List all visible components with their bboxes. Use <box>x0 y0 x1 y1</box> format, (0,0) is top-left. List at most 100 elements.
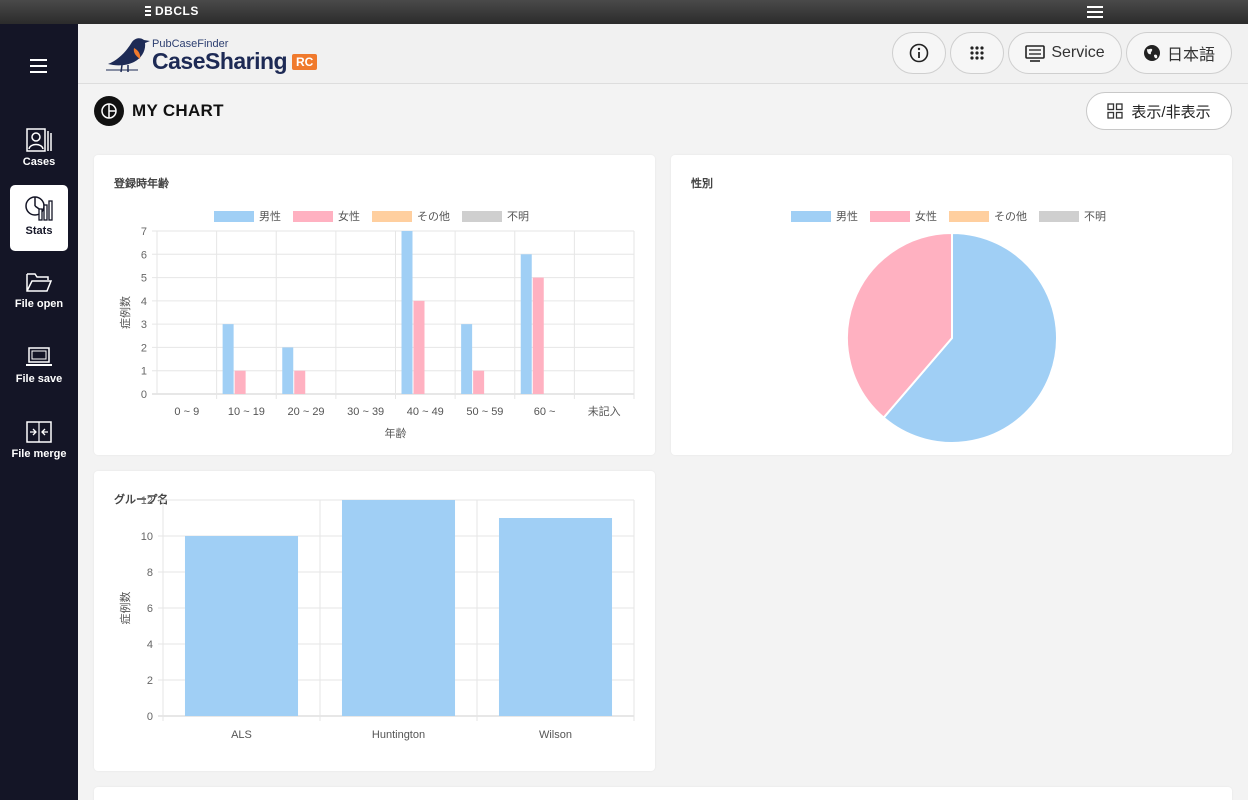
gender-pie-chart <box>846 231 1058 444</box>
sidebar-item-stats[interactable]: Stats <box>10 185 68 251</box>
show-hide-button[interactable]: 表示/非表示 <box>1086 92 1232 130</box>
apps-grid-icon <box>970 46 984 60</box>
legend-swatch <box>949 210 989 222</box>
y-axis-label: 症例数 <box>118 592 132 625</box>
logo-badge: RC <box>292 54 318 70</box>
y-axis-label: 症例数 <box>118 296 132 329</box>
legend-swatch <box>870 210 910 222</box>
bar <box>520 254 532 394</box>
legend-item-male[interactable]: 男性 <box>791 208 858 224</box>
chart-card-gender: 性別 男性 女性 その他 不明 <box>671 155 1232 455</box>
x-tick-label: 50 ~ 59 <box>466 406 503 418</box>
legend-item-female[interactable]: 女性 <box>870 208 937 224</box>
y-tick-label: 0 <box>147 711 153 723</box>
sidebar-item-label: File open <box>14 298 64 310</box>
sidebar-item-cases[interactable]: Cases <box>10 118 68 184</box>
bar <box>294 370 306 394</box>
dbcls-brand[interactable]: DBCLS <box>144 4 199 18</box>
casesharing-logo[interactable]: PubCaseFinder CaseSharing RC <box>104 32 334 76</box>
y-tick-label: 6 <box>147 603 153 615</box>
service-button[interactable]: Service <box>1008 32 1122 74</box>
cases-icon <box>26 128 52 152</box>
legend-swatch <box>462 210 502 222</box>
y-tick-label: 7 <box>141 226 147 238</box>
x-tick-label: 30 ~ 39 <box>347 406 384 418</box>
bar <box>532 277 544 394</box>
x-tick-label: 20 ~ 29 <box>288 406 325 418</box>
dbcls-brand-label: DBCLS <box>155 4 199 18</box>
bar <box>234 370 246 394</box>
topbar-menu-icon[interactable] <box>1087 3 1103 21</box>
bird-logo-icon <box>106 38 150 73</box>
bar <box>473 370 485 394</box>
service-icon <box>1025 45 1046 62</box>
x-tick-label: Wilson <box>539 729 572 741</box>
x-tick-label: ALS <box>231 729 252 741</box>
stats-icon <box>25 196 53 221</box>
apps-button[interactable] <box>950 32 1004 74</box>
legend-label: 不明 <box>1084 211 1106 223</box>
x-tick-label: Huntington <box>372 729 425 741</box>
y-tick-label: 3 <box>141 319 147 331</box>
legend-swatch <box>293 210 333 222</box>
pie-slice <box>846 231 953 420</box>
bar <box>341 500 456 716</box>
legend-item-unknown[interactable]: 不明 <box>1039 208 1106 224</box>
age-bar-chart: 0 1 2 3 4 5 6 7 0 ~ 9 10 ~ 19 20 ~ 29 30 ~ 39 40 ~ 4… <box>118 226 635 440</box>
sidebar: Cases Stats File open File save <box>0 24 78 800</box>
show-hide-label: 表示/非表示 <box>1131 103 1211 121</box>
dbcls-topbar: DBCLS <box>0 0 1248 24</box>
legend-swatch <box>1039 210 1079 222</box>
chart-title: グループ名 <box>114 494 169 506</box>
chart-card-group: グループ名 0 2 4 6 8 10 12 ALS Huntington Wilson 症例数 <box>94 471 655 771</box>
y-tick-label: 12 <box>141 495 153 507</box>
legend-swatch <box>791 210 831 222</box>
logo-title: CaseSharing <box>152 48 288 74</box>
group-bar-chart: 0 2 4 6 8 10 12 ALS Huntington Wilson 症例数 <box>118 495 635 741</box>
y-tick-label: 10 <box>141 531 153 543</box>
legend-label: 女性 <box>338 211 360 223</box>
legend-item-female[interactable]: 女性 <box>293 208 360 224</box>
y-tick-label: 0 <box>141 389 147 401</box>
legend-item-unknown[interactable]: 不明 <box>462 208 529 224</box>
y-tick-label: 2 <box>147 675 153 687</box>
legend-item-other[interactable]: その他 <box>949 208 1027 224</box>
y-tick-label: 6 <box>141 249 147 261</box>
hamburger-menu-icon[interactable] <box>30 59 47 73</box>
info-icon <box>909 43 929 63</box>
sidebar-item-file-save[interactable]: File save <box>10 335 68 401</box>
language-button[interactable]: 日本語 <box>1126 32 1232 74</box>
y-tick-label: 1 <box>141 366 147 378</box>
legend-item-other[interactable]: その他 <box>372 208 450 224</box>
legend-label: 不明 <box>507 211 529 223</box>
language-label: 日本語 <box>1166 47 1215 64</box>
x-tick-label: 10 ~ 19 <box>228 406 265 418</box>
chart-title: 性別 <box>691 178 713 190</box>
legend-item-male[interactable]: 男性 <box>214 208 281 224</box>
y-tick-label: 8 <box>147 567 153 579</box>
bar <box>461 324 473 394</box>
bar <box>184 536 299 716</box>
sidebar-item-file-merge[interactable]: File merge <box>10 410 68 476</box>
sidebar-item-label: Stats <box>25 225 53 237</box>
x-tick-label: 60 ~ <box>534 406 556 418</box>
bar <box>413 300 425 394</box>
sidebar-item-label: File save <box>15 373 63 385</box>
sidebar-item-label: File merge <box>11 448 67 460</box>
x-tick-label: 未記入 <box>588 404 621 418</box>
legend-swatch <box>372 210 412 222</box>
bar <box>498 518 613 716</box>
logo-subtitle: PubCaseFinder <box>152 38 229 50</box>
merge-icon <box>26 421 52 443</box>
chart-legend: 男性 女性 その他 不明 <box>791 208 1106 224</box>
x-axis-label: 年齢 <box>385 426 407 440</box>
sidebar-item-file-open[interactable]: File open <box>10 260 68 326</box>
bar <box>282 347 294 394</box>
info-button[interactable] <box>892 32 946 74</box>
bar <box>222 324 234 394</box>
grid-icon <box>1107 103 1124 119</box>
laptop-save-icon <box>26 347 52 366</box>
legend-label: 男性 <box>836 211 858 223</box>
chart-card-next <box>94 787 1232 800</box>
